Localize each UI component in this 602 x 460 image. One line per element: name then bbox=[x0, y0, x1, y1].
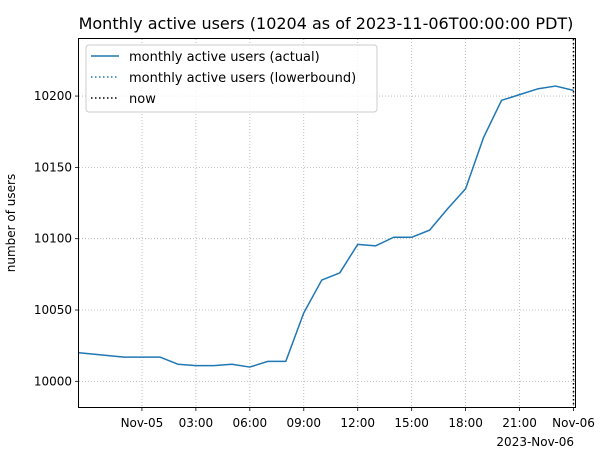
x-tick-label: 06:00 bbox=[233, 416, 268, 430]
x-tick-label: 12:00 bbox=[340, 416, 375, 430]
y-tick-label: 10150 bbox=[34, 160, 72, 174]
x-tick-label: 21:00 bbox=[502, 416, 537, 430]
series-line-actual bbox=[78, 85, 574, 368]
y-axis-label: number of users bbox=[4, 174, 18, 272]
plot-frame bbox=[78, 38, 576, 408]
tick-layer: Nov-05 03:00 06:00 09:00 12:00 15:00 18:00 21:0… bbox=[34, 89, 595, 430]
chart-title: Monthly active users (10204 as of 2023-1… bbox=[79, 14, 574, 33]
x-tick-label: 09:00 bbox=[286, 416, 321, 430]
x-tick-label: 03:00 bbox=[179, 416, 214, 430]
x-tick-label: 15:00 bbox=[394, 416, 429, 430]
legend-label-now: now bbox=[129, 92, 156, 107]
x-tick-label: Nov-06 bbox=[552, 416, 595, 430]
y-tick-label: 10050 bbox=[34, 303, 72, 317]
legend-label-actual: monthly active users (actual) bbox=[129, 50, 320, 65]
y-tick-label: 10200 bbox=[34, 89, 72, 103]
x-axis-offset-label: 2023-Nov-06 bbox=[496, 435, 574, 449]
series-layer bbox=[78, 39, 575, 407]
legend: monthly active users (actual) monthly ac… bbox=[85, 44, 378, 113]
legend-box bbox=[85, 44, 378, 113]
legend-label-lowerbound: monthly active users (lowerbound) bbox=[129, 71, 356, 86]
x-tick-label: Nov-05 bbox=[121, 416, 164, 430]
x-tick-label: 18:00 bbox=[448, 416, 483, 430]
y-tick-label: 10000 bbox=[34, 374, 72, 388]
y-tick-label: 10100 bbox=[34, 232, 72, 246]
